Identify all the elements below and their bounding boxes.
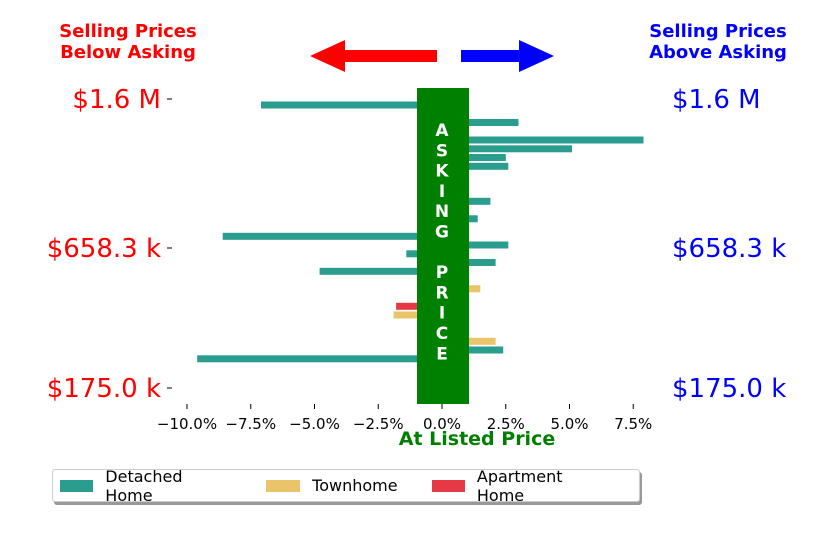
bar-16 <box>442 241 509 249</box>
bar-28 <box>442 346 504 354</box>
band-letter-10: C <box>436 324 448 344</box>
legend-swatch-detached <box>60 479 94 492</box>
x-tick-label-6: 5.0% <box>550 415 588 433</box>
band-letter-11: E <box>436 344 448 364</box>
band-letter-8: R <box>435 283 448 303</box>
bar-29 <box>197 355 442 363</box>
x-tick-label-2: −5.0% <box>289 415 340 433</box>
x-tick-label-4: 0.0% <box>423 415 461 433</box>
bar-4 <box>442 136 644 144</box>
x-axis-label: At Listed Price <box>399 428 555 450</box>
header-above-asking: Selling Prices Above Asking <box>618 21 818 63</box>
band-letter-1: S <box>436 141 448 161</box>
y-label-right-0: $1.6 M <box>672 85 761 115</box>
band-letter-4: N <box>435 202 449 222</box>
band-letter-7: P <box>436 263 448 283</box>
arrow-left <box>310 40 437 72</box>
bar-6 <box>442 154 506 161</box>
x-tick-label-3: −2.5% <box>353 415 404 433</box>
band-letter-9: I <box>439 304 445 324</box>
legend: Detached Home Townhome Apartment Home <box>52 466 640 505</box>
header-below-asking-line-1: Selling Prices <box>59 21 197 42</box>
legend-swatch-apartment <box>431 479 465 492</box>
legend-item-townhome: Townhome <box>266 476 398 495</box>
band-letter-3: I <box>439 182 445 202</box>
legend-swatch-townhome <box>266 479 301 492</box>
arrow-right <box>461 40 554 72</box>
legend-label-apartment: Apartment Home <box>476 466 563 505</box>
x-tick-label-5: 2.5% <box>487 415 525 433</box>
asking-price-band <box>417 88 469 404</box>
header-below-asking: Selling Prices Below Asking <box>28 21 228 63</box>
header-below-asking-line-2: Below Asking <box>60 42 196 63</box>
band-letter-0: A <box>435 121 449 141</box>
bar-19 <box>319 267 442 275</box>
bar-2 <box>442 119 519 126</box>
y-label-right-1: $658.3 k <box>672 234 786 264</box>
bar-7 <box>442 162 509 170</box>
legend-item-detached: Detached Home <box>60 467 232 505</box>
header-above-asking-line-1: Selling Prices <box>649 21 787 42</box>
y-label-right-2: $175.0 k <box>672 374 786 404</box>
bar-5 <box>442 145 572 153</box>
bar-15 <box>222 232 442 240</box>
x-tick-label-7: 7.5% <box>614 415 652 433</box>
legend-label-detached: Detached Home <box>105 466 183 505</box>
header-above-asking-line-2: Above Asking <box>649 42 787 63</box>
bar-0 <box>261 101 442 109</box>
x-tick-label-0: −10.0% <box>157 415 217 433</box>
legend-label-townhome: Townhome <box>312 476 398 495</box>
y-label-left-0: $1.6 M <box>72 85 161 115</box>
legend-item-apartment: Apartment Home <box>431 466 612 505</box>
band-letter-2: K <box>435 162 449 182</box>
x-tick-label-1: −7.5% <box>225 415 276 433</box>
band-letter-5: G <box>435 223 449 243</box>
y-label-left-2: $175.0 k <box>47 374 161 404</box>
y-label-left-1: $658.3 k <box>47 234 161 264</box>
